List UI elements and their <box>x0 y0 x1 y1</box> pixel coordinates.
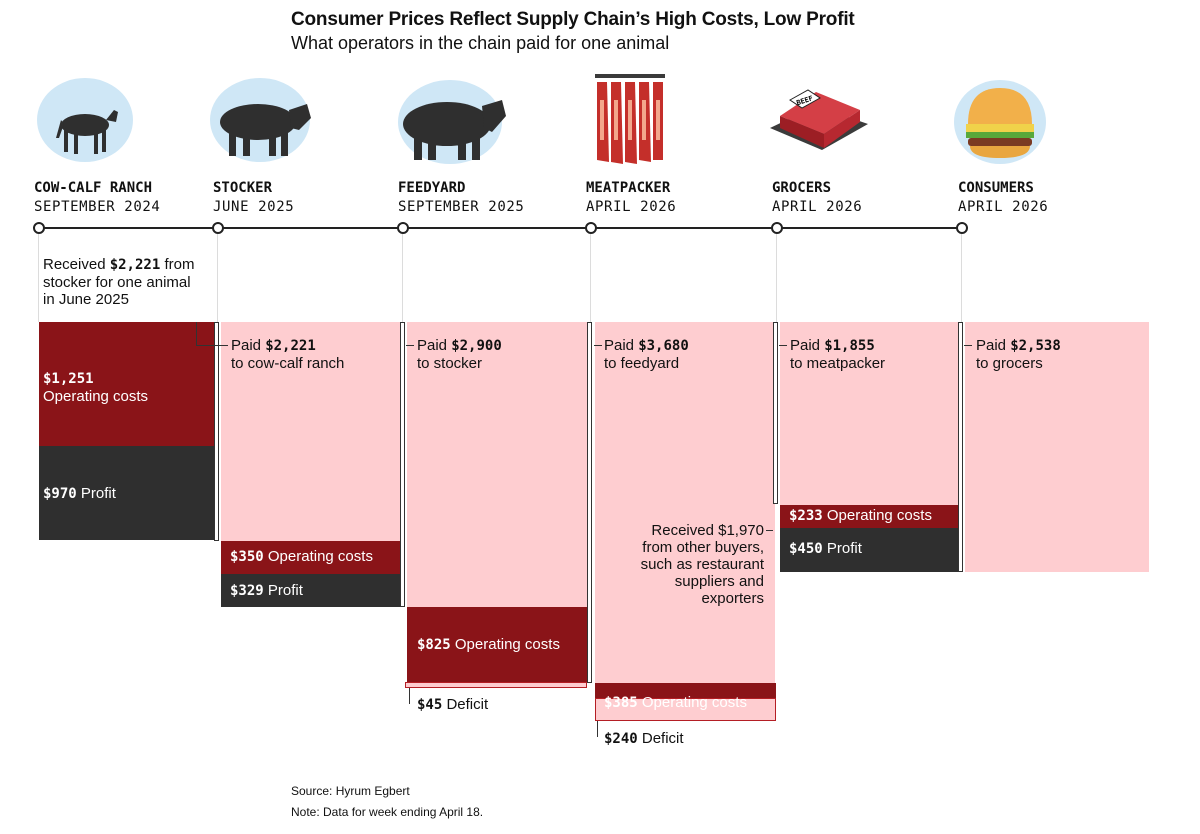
meat-carcass-icon <box>595 74 665 164</box>
stage-gridline <box>776 234 777 322</box>
stocker-payment-marker <box>214 322 219 541</box>
meatpacker-operating-costs-bar <box>595 683 776 698</box>
meatpacker-paid-label: Paid $3,680 to feedyard <box>604 337 689 372</box>
feedyard-operating-costs-label: $825 Operating costs <box>417 636 560 653</box>
stage-name: COW-CALF RANCH <box>34 180 153 196</box>
stocker-payment-bar <box>221 322 400 541</box>
grocers-profit-label: $450 Profit <box>789 540 862 557</box>
consumers-paid-label: Paid $2,538 to grocers <box>976 337 1061 372</box>
ranch-profit-bar <box>39 446 214 540</box>
stage-gridline <box>402 234 403 322</box>
stage-gridline <box>217 234 218 322</box>
stage-gridline <box>961 234 962 322</box>
stocker-paid-label: Paid $2,221 to cow-calf ranch <box>231 337 345 372</box>
meatpacker-operating-costs-label: $385 Operating costs <box>604 694 747 711</box>
timeline-axis <box>38 227 962 229</box>
timeline-dot <box>771 222 783 234</box>
connector-line <box>964 345 972 346</box>
connector-line <box>409 688 410 704</box>
timeline-dot <box>956 222 968 234</box>
cattle-icon <box>398 80 506 164</box>
stage-date: APRIL 2026 <box>772 199 863 215</box>
source-note: Source: Hyrum Egbert <box>291 784 410 798</box>
grocers-payment-bar <box>780 322 960 505</box>
meatpacker-payment-bar <box>595 322 775 683</box>
stage-date: SEPTEMBER 2025 <box>398 199 525 215</box>
chart-subtitle: What operators in the chain paid for one… <box>291 33 670 53</box>
connector-line <box>406 345 414 346</box>
ranch-operating-costs-label: $1,251 Operating costs <box>43 371 149 405</box>
feedyard-deficit-label: $45 Deficit <box>417 696 489 713</box>
stage-name: STOCKER <box>213 180 273 196</box>
data-note: Note: Data for week ending April 18. <box>291 805 484 819</box>
meatpacker-other-revenue-note: Received $1,970 from other buyers, such … <box>640 522 764 607</box>
stage-date: APRIL 2026 <box>958 199 1049 215</box>
chart-title: Consumer Prices Reflect Supply Chain’s H… <box>291 9 855 30</box>
connector-line <box>196 345 228 346</box>
connector-line <box>196 322 197 346</box>
burger-icon <box>954 80 1046 164</box>
stage-name: FEEDYARD <box>398 180 466 196</box>
grocers-paid-label: Paid $1,855 to meatpacker <box>790 337 886 372</box>
timeline-dot <box>585 222 597 234</box>
consumers-payment-bar <box>965 322 1149 572</box>
feedyard-deficit-bar <box>405 682 587 688</box>
beef-package-icon: BEEF <box>770 89 868 150</box>
meatpacker-deficit-bar <box>595 698 776 721</box>
feedyard-payment-bar <box>407 322 587 607</box>
stage-gridline <box>590 234 591 322</box>
stage-date: APRIL 2026 <box>586 199 677 215</box>
meatpacker-other-revenue-marker <box>773 322 778 504</box>
connector-line <box>766 530 773 531</box>
connector-line <box>594 345 602 346</box>
steer-icon <box>210 78 311 162</box>
stage-date: JUNE 2025 <box>213 199 295 215</box>
stocker-profit-label: $329 Profit <box>230 582 303 599</box>
calf-icon <box>37 78 133 162</box>
stage-name: GROCERS <box>772 180 832 196</box>
stocker-profit-bar <box>221 574 400 607</box>
stocker-operating-costs-label: $350 Operating costs <box>230 548 373 565</box>
stage-name: CONSUMERS <box>958 180 1034 196</box>
feedyard-operating-costs-bar <box>407 607 587 682</box>
stage-date: SEPTEMBER 2024 <box>34 199 161 215</box>
grocers-profit-bar <box>780 528 960 572</box>
consumers-payment-marker <box>958 322 963 572</box>
timeline-dot <box>212 222 224 234</box>
connector-line <box>779 345 787 346</box>
meatpacker-deficit-label: $240 Deficit <box>604 730 684 747</box>
grocers-operating-costs-label: $233 Operating costs <box>789 507 932 524</box>
ranch-profit-label: $970 Profit <box>43 485 116 502</box>
stage-name: MEATPACKER <box>586 180 671 196</box>
stocker-operating-costs-bar <box>221 541 400 574</box>
connector-line <box>597 721 598 737</box>
grocers-operating-costs-bar <box>780 505 960 528</box>
ranch-received-note: Received $2,221 from stocker for one ani… <box>43 256 195 308</box>
stage-gridline <box>38 234 39 322</box>
timeline-dot <box>33 222 45 234</box>
feedyard-payment-marker <box>400 322 405 607</box>
ranch-operating-costs-bar <box>39 322 214 446</box>
feedyard-paid-label: Paid $2,900 to stocker <box>417 337 502 372</box>
timeline-dot <box>397 222 409 234</box>
meatpacker-payment-marker <box>587 322 592 683</box>
